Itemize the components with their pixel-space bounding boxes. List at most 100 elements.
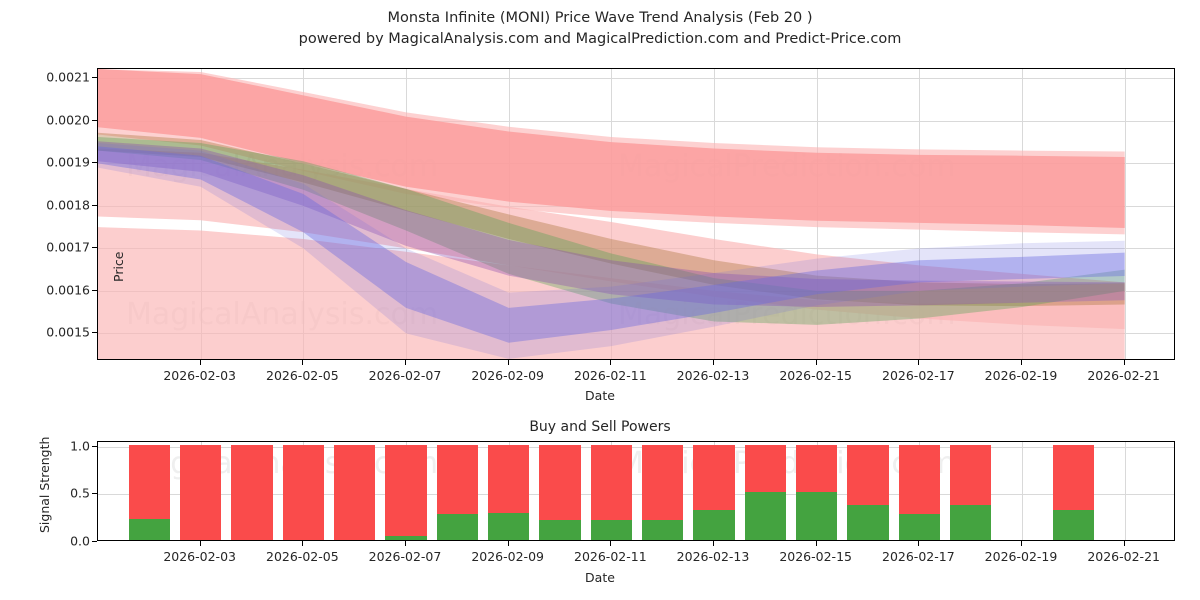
- power-bar[interactable]: [950, 444, 992, 540]
- price-y-tick-label: 0.0015: [46, 324, 90, 340]
- price-x-tick-mark: [1021, 360, 1022, 365]
- price-y-tick-label: 0.0017: [46, 239, 90, 255]
- price-y-tick-mark: [92, 204, 97, 206]
- price-band-brown-wave: [98, 132, 1125, 307]
- price-x-tick-label: 2026-02-15: [779, 368, 852, 383]
- power-bar[interactable]: [231, 444, 273, 540]
- sell-power-segment: [231, 444, 273, 540]
- power-x-tick-label: 2026-02-05: [266, 549, 339, 564]
- power-y-tick-mark: [92, 445, 97, 447]
- price-y-tick-label: 0.0016: [46, 282, 90, 298]
- power-y-tick-mark: [92, 493, 97, 495]
- buy-power-segment: [847, 504, 889, 540]
- price-y-tick-mark: [92, 247, 97, 249]
- sell-power-segment: [898, 444, 940, 515]
- price-x-tick-label: 2026-02-05: [266, 368, 339, 383]
- sell-power-segment: [334, 444, 376, 540]
- page-title: Monsta Infinite (MONI) Price Wave Trend …: [387, 10, 813, 26]
- power-y-tick-mark: [92, 541, 97, 542]
- page-subtitle: powered by MagicalAnalysis.com and Magic…: [298, 31, 902, 47]
- price-x-tick-mark: [405, 360, 406, 365]
- power-x-tick-mark: [302, 541, 304, 546]
- buy-power-segment: [898, 514, 940, 540]
- power-x-tick-mark: [1123, 541, 1125, 546]
- power-x-tick-label: 2026-02-07: [368, 549, 442, 564]
- power-bar[interactable]: [693, 444, 735, 540]
- price-wave-chart: MagicalAnalysis.comMagicalPrediction.com…: [46, 68, 1175, 383]
- power-bar[interactable]: [796, 444, 838, 540]
- sell-power-segment: [282, 444, 324, 540]
- price-x-tick-mark: [1123, 360, 1125, 365]
- power-bar[interactable]: [1052, 444, 1094, 540]
- gridline-vertical: [1124, 69, 1126, 359]
- price-x-tick-mark: [199, 360, 201, 365]
- price-band-layer: [98, 69, 1125, 359]
- power-x-tick-label: 2026-02-19: [984, 549, 1058, 564]
- power-x-tick-label: 2026-02-13: [676, 549, 750, 564]
- sell-power-segment: [1052, 444, 1094, 510]
- power-bar[interactable]: [898, 444, 940, 540]
- price-band-upper-resistance-pink-halo: [98, 69, 1125, 235]
- price-y-tick-mark: [92, 332, 97, 334]
- power-x-tick-label: 2026-02-15: [779, 549, 852, 564]
- power-y-axis-title: Signal Strength: [37, 436, 52, 533]
- buy-power-segment: [950, 504, 992, 540]
- price-y-tick-label: 0.0021: [46, 69, 90, 85]
- buy-power-segment: [642, 520, 684, 540]
- power-x-tick-label: 2026-02-11: [574, 549, 647, 564]
- power-bar[interactable]: [744, 444, 786, 540]
- gridline-vertical: [1124, 442, 1126, 540]
- sell-power-segment: [488, 444, 530, 514]
- power-y-tick-label: 1.0: [70, 438, 90, 454]
- power-bar[interactable]: [436, 444, 478, 540]
- buy-power-segment: [385, 536, 427, 540]
- sell-power-segment: [436, 444, 478, 515]
- power-bar[interactable]: [590, 444, 632, 540]
- power-x-tick-mark: [713, 541, 714, 546]
- sell-power-segment: [950, 444, 992, 505]
- price-x-tick-label: 2026-02-03: [163, 368, 236, 383]
- power-bar[interactable]: [128, 444, 170, 540]
- gridline-horizontal: [98, 446, 1174, 448]
- price-x-tick-mark: [713, 360, 714, 365]
- power-x-tick-mark: [1021, 541, 1022, 546]
- title-block: Monsta Infinite (MONI) Price Wave Trend …: [0, 8, 1200, 50]
- power-chart-title: Buy and Sell Powers: [529, 419, 671, 435]
- price-y-tick-mark: [92, 162, 97, 164]
- power-bar[interactable]: [847, 444, 889, 540]
- power-bar[interactable]: [642, 444, 684, 540]
- power-x-tick-label: 2026-02-17: [882, 549, 955, 564]
- price-band-purple-wave: [98, 141, 1125, 308]
- power-bar[interactable]: [539, 444, 581, 540]
- price-plot-area: MagicalAnalysis.comMagicalPrediction.com…: [97, 68, 1175, 360]
- sell-power-segment: [539, 444, 581, 520]
- sell-power-segment: [642, 444, 684, 520]
- power-bar[interactable]: [385, 444, 427, 540]
- power-x-tick-label: 2026-02-09: [471, 549, 544, 564]
- price-x-tick-label: 2026-02-11: [574, 368, 647, 383]
- gridline-horizontal: [98, 120, 1174, 122]
- price-band-blue-wave-halo: [98, 142, 1125, 359]
- power-x-tick-label: 2026-02-21: [1087, 549, 1160, 564]
- price-x-tick-mark: [918, 360, 920, 365]
- power-x-tick-mark: [507, 541, 509, 546]
- gridline-vertical: [1022, 442, 1023, 540]
- power-bar[interactable]: [488, 444, 530, 540]
- power-x-tick-mark: [918, 541, 920, 546]
- sell-power-segment: [180, 444, 222, 540]
- buy-power-segment: [128, 519, 170, 540]
- price-x-tick-mark: [610, 360, 612, 365]
- power-x-tick-label: 2026-02-03: [163, 549, 236, 564]
- power-bar[interactable]: [282, 444, 324, 540]
- price-band-green-wave: [98, 137, 1125, 325]
- price-y-tick-mark: [92, 77, 97, 79]
- power-bar[interactable]: [180, 444, 222, 540]
- power-x-axis-title: Date: [585, 570, 615, 585]
- power-bar[interactable]: [334, 444, 376, 540]
- price-band-lower-support-pink: [98, 227, 1125, 359]
- power-x-tick-mark: [815, 541, 817, 546]
- price-band-blue-wave: [98, 146, 1125, 343]
- price-y-tick-mark: [92, 119, 97, 121]
- sell-power-segment: [590, 444, 632, 520]
